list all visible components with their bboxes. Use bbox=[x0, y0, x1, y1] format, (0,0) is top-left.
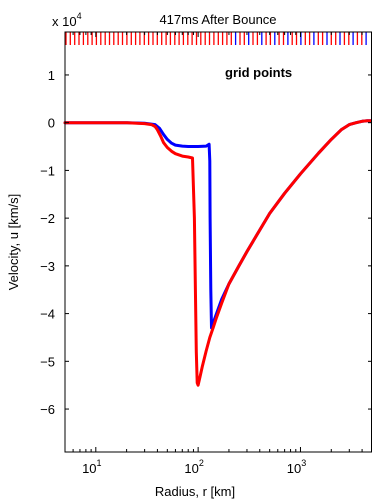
y-tick-label: −5 bbox=[40, 354, 55, 369]
chart-title: 417ms After Bounce bbox=[159, 12, 276, 27]
series-line-2 bbox=[63, 119, 372, 387]
y-multiplier: x 104 bbox=[52, 11, 82, 29]
y-tick-label: −4 bbox=[40, 307, 55, 322]
y-multiplier-exponent: 4 bbox=[77, 11, 82, 21]
y-tick-label: −3 bbox=[40, 259, 55, 274]
y-axis-label: Velocity, u [km/s] bbox=[6, 194, 21, 291]
series-layer bbox=[63, 119, 372, 387]
y-tick-label: −2 bbox=[40, 211, 55, 226]
grid-points-annotation: grid points bbox=[225, 65, 292, 80]
y-multiplier-base: x 10 bbox=[52, 14, 77, 29]
y-tick-label: −1 bbox=[40, 163, 55, 178]
x-tick-label: 102 bbox=[184, 458, 203, 476]
y-tick-label: 1 bbox=[48, 68, 55, 83]
y-tick-label: 0 bbox=[48, 116, 55, 131]
x-tick-label: 103 bbox=[287, 458, 306, 476]
x-tick-label: 101 bbox=[82, 458, 101, 476]
y-tick-label: −6 bbox=[40, 402, 55, 417]
x-axis-label: Radius, r [km] bbox=[155, 484, 235, 499]
axis-ticks: 1 0 −1 −2 −3 −4 −5 −6 101 102 103 bbox=[40, 32, 372, 476]
grid-point-marks bbox=[65, 32, 367, 45]
